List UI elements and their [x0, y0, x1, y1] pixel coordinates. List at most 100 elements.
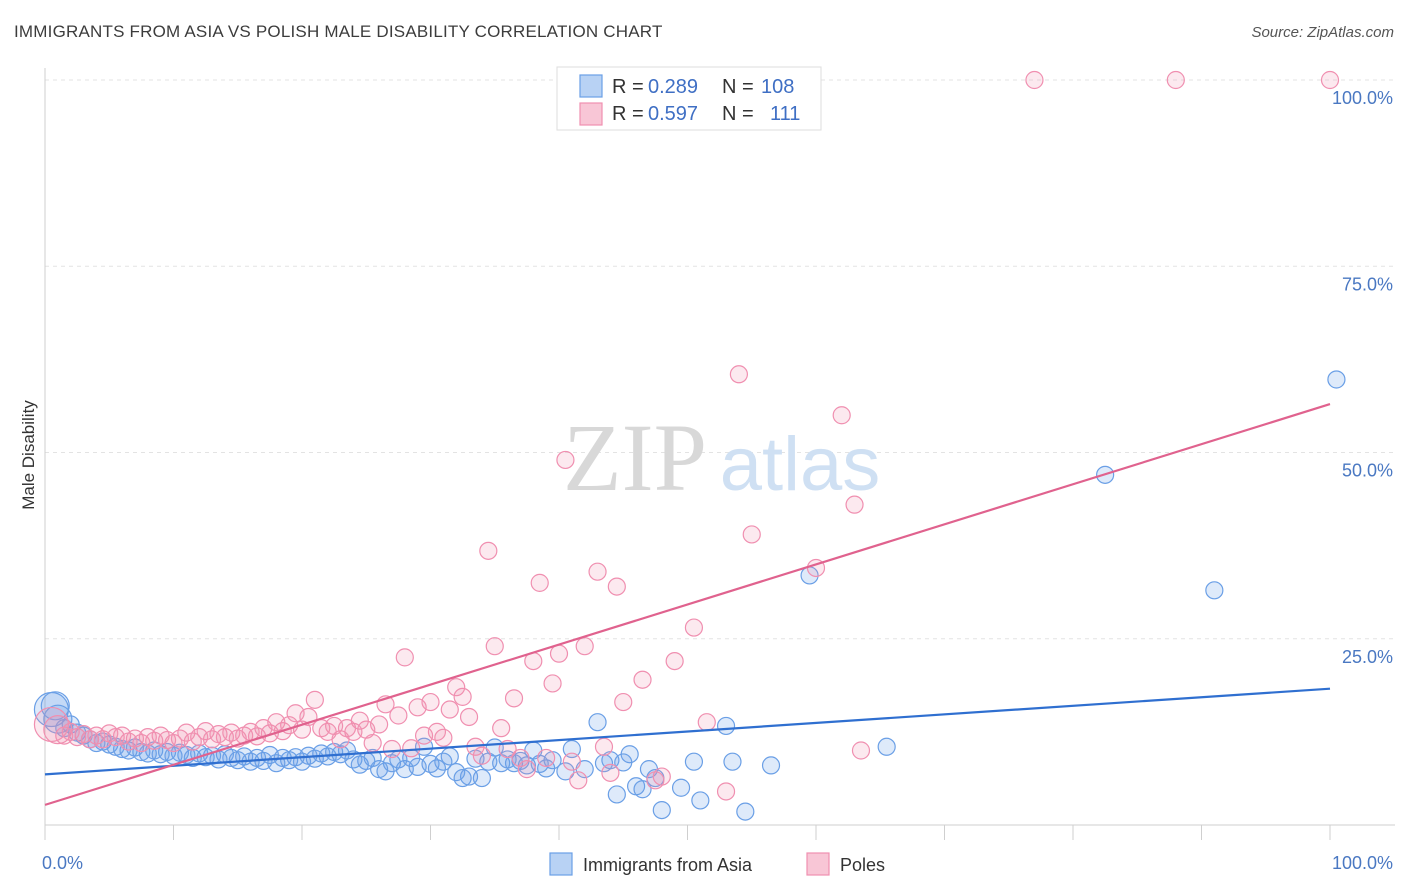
- point-poles-95: [716, 782, 736, 801]
- point-poles-96: [729, 365, 749, 384]
- point-asia-99: [761, 756, 781, 775]
- point-poles-41: [305, 690, 324, 709]
- point-asia-62: [440, 747, 459, 766]
- point-poles-87: [607, 577, 626, 596]
- bottom-legend-swatch-asia: [549, 852, 573, 876]
- point-asia-60: [427, 759, 447, 778]
- point-asia-98: [736, 802, 755, 821]
- trend-lines: [44, 403, 1331, 806]
- legend-r-value-asia: 0.289: [648, 76, 698, 98]
- point-poles-103: [1025, 70, 1044, 90]
- chart-title: IMMIGRANTS FROM ASIA VS POLISH MALE DISA…: [14, 22, 663, 41]
- bottom-legend-swatch-poles: [806, 852, 830, 876]
- point-poles-81: [562, 752, 581, 771]
- point-asia-89: [633, 780, 652, 799]
- point-asia-80: [562, 739, 581, 759]
- watermark-atlas: atlas: [720, 422, 881, 507]
- point-poles-105: [1320, 70, 1340, 90]
- point-poles-91: [652, 767, 671, 786]
- bottom-legend-label-poles: Poles: [840, 855, 885, 875]
- point-poles-64: [453, 687, 472, 706]
- point-poles-84: [588, 562, 607, 581]
- point-poles-89: [633, 670, 652, 689]
- legend-n-value-asia: 108: [761, 76, 794, 98]
- point-poles-73: [511, 748, 530, 768]
- point-poles-82: [569, 771, 588, 790]
- watermark-zip: ZIP: [563, 404, 707, 511]
- y-tick-label-0: 25.0%: [1342, 647, 1393, 667]
- y-tick-label-2: 75.0%: [1342, 274, 1393, 294]
- legend-n-label-poles: N =: [722, 103, 754, 125]
- point-poles-78: [543, 674, 562, 693]
- point-asia-94: [684, 752, 704, 771]
- point-poles-77: [537, 748, 556, 768]
- point-poles-85: [594, 737, 614, 756]
- point-poles-93: [684, 618, 704, 637]
- point-poles-54: [389, 706, 408, 725]
- point-poles-69: [485, 637, 504, 656]
- point-asia-82: [588, 713, 607, 732]
- y-axis-title: Male Disability: [19, 400, 38, 510]
- legend-r-label-poles: R =: [612, 103, 644, 125]
- point-poles-97: [742, 525, 761, 544]
- point-poles-88: [614, 692, 633, 712]
- point-asia-102: [1327, 370, 1346, 389]
- point-poles-50: [363, 733, 382, 753]
- x-tick-label-min: 0.0%: [42, 853, 83, 873]
- point-poles-59: [421, 692, 440, 712]
- point-poles-100: [832, 406, 851, 425]
- point-poles-67: [472, 746, 491, 765]
- legend-r-label-asia: R =: [612, 76, 644, 98]
- point-asia-85: [607, 785, 626, 804]
- point-asia-67: [472, 768, 491, 788]
- point-poles-51: [370, 715, 389, 734]
- legend-n-value-poles: 111: [770, 103, 800, 125]
- legend-bottom: Immigrants from Asia Poles: [549, 852, 885, 876]
- legend-top: R = 0.289 N = 108 R = 0.597 N = 111: [556, 66, 822, 131]
- point-poles-55: [395, 648, 414, 667]
- point-poles-68: [479, 541, 498, 560]
- legend-r-value-poles: 0.597: [648, 103, 698, 125]
- point-asia-95: [691, 791, 710, 810]
- point-poles-101: [845, 495, 864, 514]
- axes: [44, 68, 1395, 840]
- x-tick-label-max: 100.0%: [1332, 853, 1393, 873]
- grid-lines: [45, 79, 1395, 640]
- point-poles-92: [665, 651, 684, 671]
- point-poles-56: [402, 739, 421, 758]
- point-asia-87: [620, 745, 639, 764]
- legend-n-label-asia: N =: [722, 76, 754, 98]
- point-asia-79: [556, 762, 575, 781]
- point-poles-76: [530, 573, 549, 592]
- y-tick-label-3: 100.0%: [1332, 88, 1393, 108]
- point-asia-103: [1205, 581, 1224, 600]
- point-poles-61: [434, 728, 453, 747]
- point-poles-62: [440, 700, 459, 719]
- point-poles-74: [517, 760, 536, 779]
- chart-source: Source: ZipAtlas.com: [1251, 24, 1394, 41]
- point-asia-104: [40, 691, 70, 721]
- point-asia-97: [723, 752, 742, 771]
- point-poles-48: [350, 711, 369, 730]
- trend-line-asia: [44, 687, 1331, 776]
- point-poles-86: [601, 763, 620, 782]
- bottom-legend-label-asia: Immigrants from Asia: [583, 855, 753, 875]
- legend-swatch-poles: [579, 102, 603, 126]
- point-poles-104: [1166, 70, 1185, 90]
- point-poles-65: [459, 707, 479, 727]
- point-poles-94: [697, 713, 716, 732]
- point-poles-70: [492, 719, 511, 738]
- legend-swatch-asia: [579, 74, 603, 98]
- trend-line-poles: [44, 403, 1331, 806]
- point-poles-63: [447, 678, 466, 697]
- point-asia-96: [716, 716, 736, 736]
- point-poles-83: [575, 637, 594, 656]
- y-tick-label-1: 50.0%: [1342, 461, 1393, 481]
- watermark: ZIP atlas: [563, 404, 880, 511]
- point-poles-80: [556, 450, 575, 470]
- point-asia-93: [671, 778, 691, 797]
- point-poles-79: [549, 644, 569, 663]
- point-poles-102: [851, 741, 871, 760]
- point-asia-92: [652, 800, 671, 820]
